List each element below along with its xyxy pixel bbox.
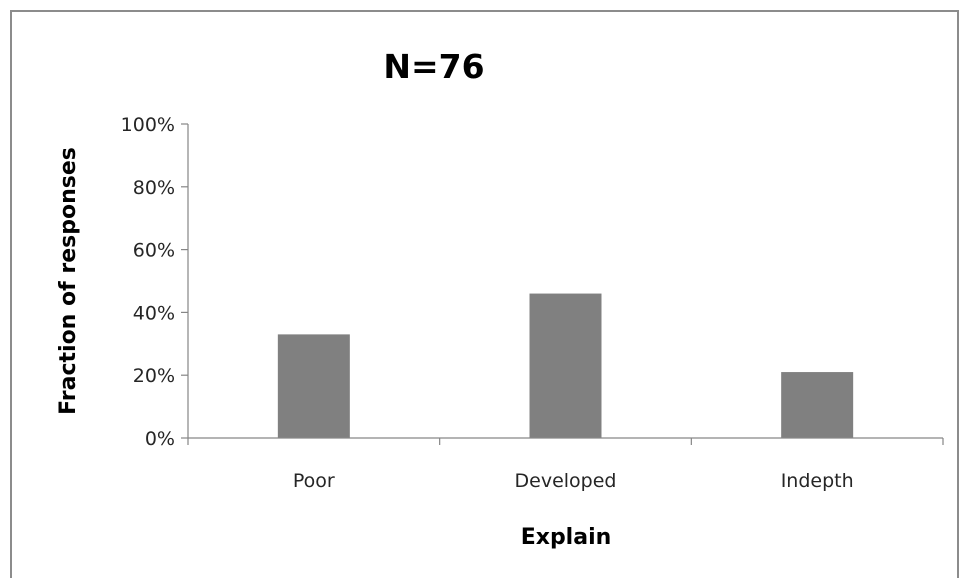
y-axis-title: Fraction of responses: [56, 147, 81, 415]
y-tick-label: 80%: [133, 177, 175, 199]
y-tick-label: 40%: [133, 302, 175, 324]
chart-frame: [10, 10, 959, 578]
bar-poor: [277, 334, 350, 438]
y-tick-label: 0%: [145, 428, 175, 450]
y-tick-label: 20%: [133, 365, 175, 387]
x-tick-label: Poor: [293, 470, 335, 492]
y-tick-label: 60%: [133, 240, 175, 262]
bars-group: [277, 293, 854, 438]
x-tick-label: Developed: [515, 470, 617, 492]
x-tick-label: Indepth: [781, 470, 854, 492]
y-tick-label: 100%: [121, 114, 175, 136]
bar-indepth: [781, 372, 854, 438]
bar-developed: [529, 293, 602, 438]
axes-group: [187, 124, 943, 439]
chart-title: N=76: [383, 47, 484, 86]
ticks-group: 0% 20% 40% 60% 80% 100% Poor Developed Indepth: [121, 114, 944, 492]
x-axis-title: Explain: [521, 525, 612, 550]
